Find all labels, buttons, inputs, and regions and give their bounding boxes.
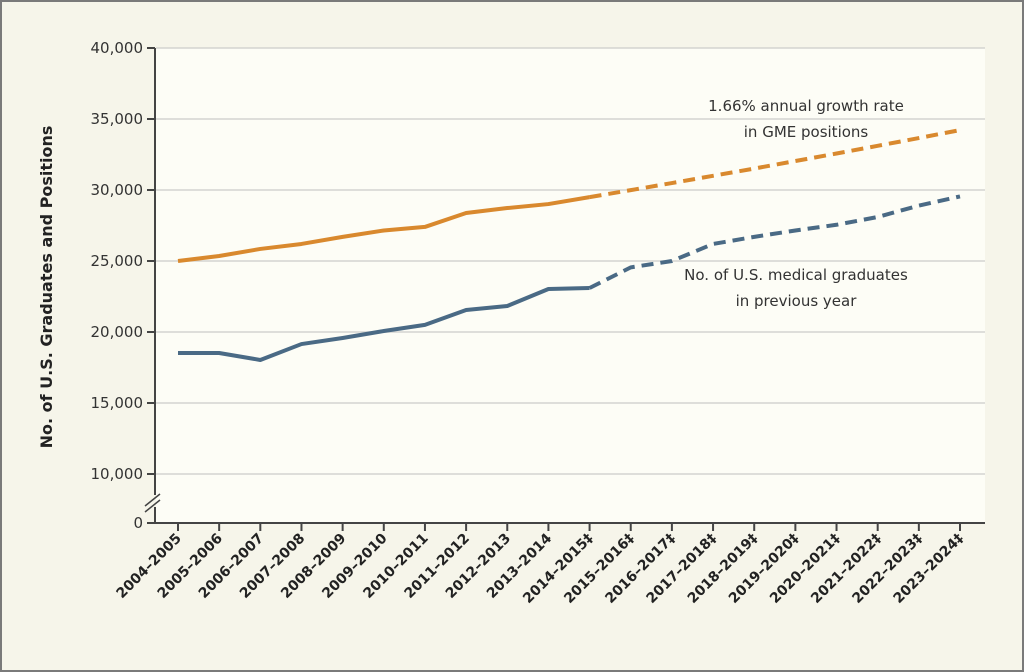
- y-tick-label: 20,000: [91, 323, 144, 341]
- series-lines: [177, 128, 961, 362]
- series-0-annotation: 1.66% annual growth rate: [708, 97, 904, 115]
- series-1-annotation: in previous year: [736, 292, 858, 310]
- y-tick-label: 10,000: [91, 465, 144, 483]
- axes: [144, 48, 985, 524]
- y-tick-label: 35,000: [91, 110, 144, 128]
- y-tick-label: 40,000: [91, 39, 144, 57]
- x-ticks: 2004–20052005–20062006–20072007–20082008…: [113, 523, 967, 607]
- y-tick-label: 30,000: [91, 181, 144, 199]
- y-axis-label: No. of U.S. Graduates and Positions: [37, 126, 56, 449]
- axis-break-mark: [144, 493, 161, 507]
- annotations: 1.66% annual growth rate in GME positions…: [684, 97, 908, 310]
- gridlines: [156, 47, 985, 475]
- series-1-projected-line: [588, 194, 961, 290]
- axis-break-mark: [144, 499, 161, 513]
- y-tick-label: 0: [133, 514, 143, 532]
- series-0-annotation: in GME positions: [744, 123, 869, 141]
- y-tick-label: 25,000: [91, 252, 144, 270]
- y-ticks: 0 10,000 15,000 20,000 25,000 30,000 35,000 40,…: [91, 39, 155, 532]
- series-1-annotation: No. of U.S. medical graduates: [684, 266, 908, 284]
- plot-area: [156, 48, 985, 523]
- series-0-projected-line: [589, 128, 961, 200]
- y-tick-label: 15,000: [91, 394, 144, 412]
